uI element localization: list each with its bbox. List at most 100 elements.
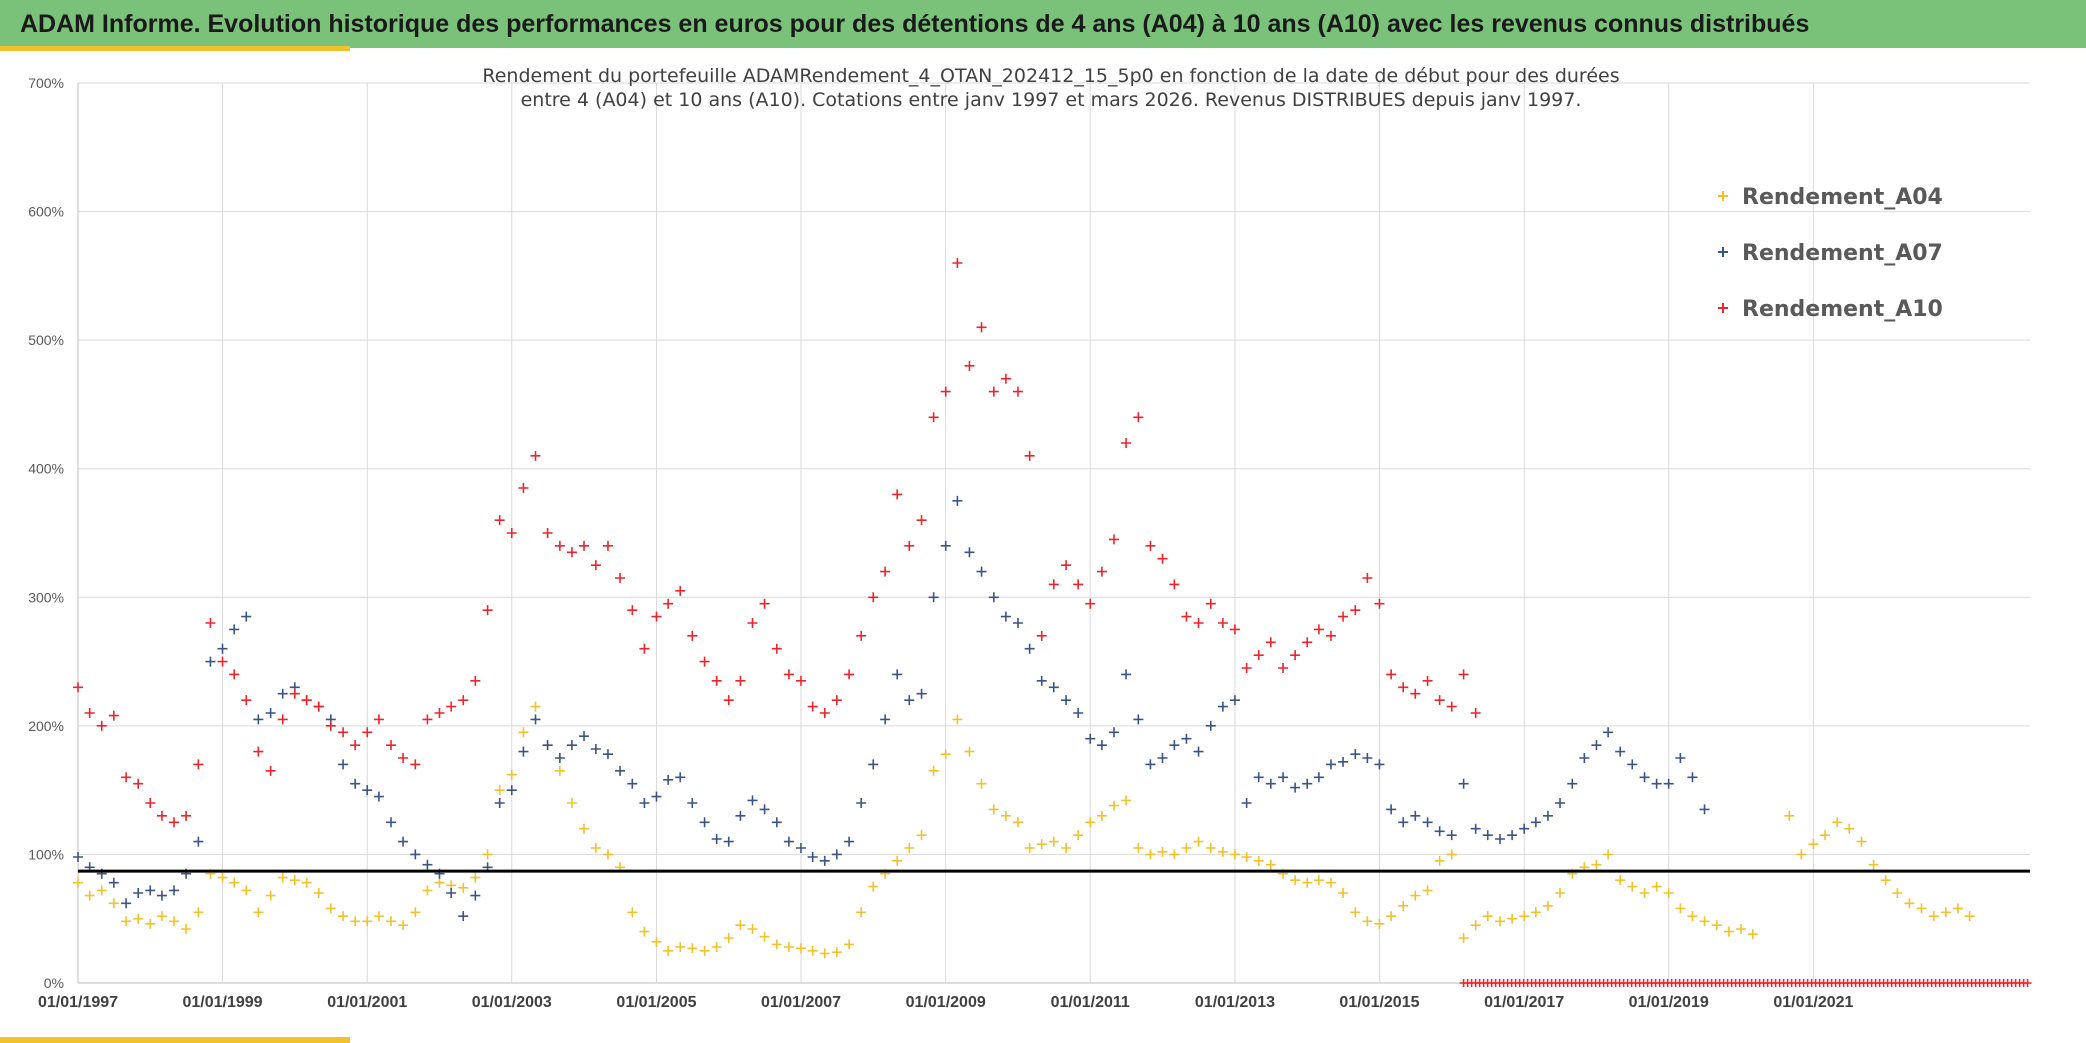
point-rendement_a10	[169, 817, 180, 828]
legend-entry-a10: Rendement_A10	[1718, 297, 1943, 322]
point-rendement_a10	[916, 515, 927, 526]
point-rendement_a04	[1458, 933, 1469, 943]
point-rendement_a10	[338, 727, 349, 738]
point-rendement_a07	[615, 765, 626, 776]
point-rendement_a10	[675, 585, 686, 596]
point-rendement_a04	[1796, 849, 1807, 860]
point-rendement_a07	[133, 888, 144, 898]
point-rendement_a10	[253, 746, 264, 757]
point-rendement_a04	[1410, 890, 1421, 901]
point-rendement_a04	[1627, 881, 1638, 892]
point-rendement_a04	[1603, 849, 1614, 860]
point-rendement_a04	[73, 877, 83, 888]
point-rendement_a07	[1181, 733, 1192, 744]
point-rendement_a07	[819, 855, 830, 866]
point-rendement_a07	[1482, 830, 1493, 841]
point-rendement_a04	[1591, 859, 1602, 870]
point-rendement_a04	[1253, 855, 1264, 866]
point-rendement_a04	[1036, 839, 1047, 850]
point-rendement_a10	[241, 695, 252, 706]
point-rendement_a07	[1603, 727, 1614, 738]
point-rendement_a07	[1374, 759, 1385, 770]
point-rendement_a04	[1302, 877, 1313, 888]
point-rendement_a10	[1313, 624, 1324, 635]
point-rendement_a10	[133, 778, 144, 789]
point-rendement_a07	[205, 656, 216, 667]
point-rendement_a07	[362, 785, 373, 796]
point-rendement_a10	[482, 605, 493, 616]
point-rendement_a07	[530, 714, 541, 725]
point-rendement_a07	[747, 795, 758, 806]
point-rendement_a04	[1012, 817, 1023, 828]
point-rendement_a04	[313, 888, 324, 898]
point-rendement_a04	[1446, 849, 1457, 860]
point-rendement_a10	[84, 708, 95, 718]
point-rendement_a10	[205, 618, 216, 628]
point-rendement_a07	[1048, 682, 1059, 693]
point-rendement_a10	[1446, 701, 1457, 712]
point-rendement_a10	[313, 701, 324, 712]
point-rendement_a04	[1940, 907, 1951, 918]
point-rendement_a07	[1229, 695, 1240, 706]
point-rendement_a07	[373, 791, 384, 802]
point-rendement_a10	[1458, 669, 1469, 680]
point-rendement_a10	[590, 560, 601, 571]
point-rendement_a10	[1217, 618, 1228, 628]
point-rendement_a10	[73, 682, 83, 693]
y-tick-label: 300%	[28, 589, 64, 605]
point-rendement_a07	[1519, 823, 1530, 834]
y-tick-label: 700%	[28, 75, 64, 91]
point-rendement_a04	[518, 727, 529, 738]
point-rendement_a07	[217, 643, 228, 654]
point-rendement_a07	[916, 688, 927, 699]
point-rendement_a07	[892, 669, 903, 680]
point-rendement_a07	[1036, 675, 1047, 686]
point-rendement_a04	[1217, 846, 1228, 857]
series-Rendement_A04	[73, 701, 1975, 959]
point-rendement_a04	[1362, 916, 1373, 927]
series-Rendement_A10	[73, 258, 1481, 828]
point-rendement_a04	[1265, 859, 1276, 870]
point-rendement_a04	[663, 945, 674, 956]
point-rendement_a10	[988, 386, 999, 397]
point-rendement_a10	[602, 540, 613, 551]
point-rendement_a04	[325, 903, 336, 914]
point-rendement_a07	[1302, 778, 1313, 789]
point-rendement_a04	[289, 875, 300, 886]
point-rendement_a07	[1663, 778, 1674, 789]
point-rendement_a07	[1012, 618, 1023, 628]
y-tick-label: 0%	[44, 975, 64, 991]
point-rendement_a04	[723, 933, 734, 943]
point-rendement_a07	[121, 898, 132, 909]
point-rendement_a07	[350, 778, 361, 789]
point-rendement_a04	[1338, 888, 1349, 898]
point-rendement_a07	[651, 791, 662, 802]
point-rendement_a04	[1398, 900, 1409, 911]
point-rendement_a07	[711, 834, 722, 844]
data-series	[73, 258, 2032, 987]
legend: Rendement_A04 Rendement_A07 Rendement_A1…	[1718, 185, 1943, 322]
point-rendement_a07	[844, 836, 855, 847]
point-rendement_a10	[1205, 598, 1216, 609]
point-rendement_a10	[289, 688, 300, 699]
point-rendement_a10	[711, 675, 722, 686]
point-rendement_a04	[1639, 888, 1650, 898]
point-rendement_a04	[422, 885, 433, 896]
point-rendement_a04	[1169, 849, 1180, 860]
point-rendement_a04	[651, 936, 662, 947]
point-rendement_a07	[277, 688, 288, 699]
point-rendement_a04	[350, 916, 361, 927]
zero-band-point	[2023, 979, 2032, 987]
point-rendement_a10	[1434, 695, 1445, 706]
point-rendement_a10	[1374, 598, 1385, 609]
point-rendement_a04	[1495, 916, 1506, 927]
point-rendement_a10	[1024, 450, 1035, 461]
x-tick-label: 01/01/2019	[1629, 994, 1709, 1011]
point-rendement_a04	[1856, 836, 1867, 847]
point-rendement_a10	[1085, 598, 1096, 609]
x-tick-label: 01/01/2003	[472, 994, 552, 1011]
point-rendement_a04	[1747, 929, 1758, 940]
point-rendement_a07	[1085, 733, 1096, 744]
point-rendement_a04	[1832, 817, 1843, 828]
point-rendement_a10	[1073, 579, 1084, 590]
